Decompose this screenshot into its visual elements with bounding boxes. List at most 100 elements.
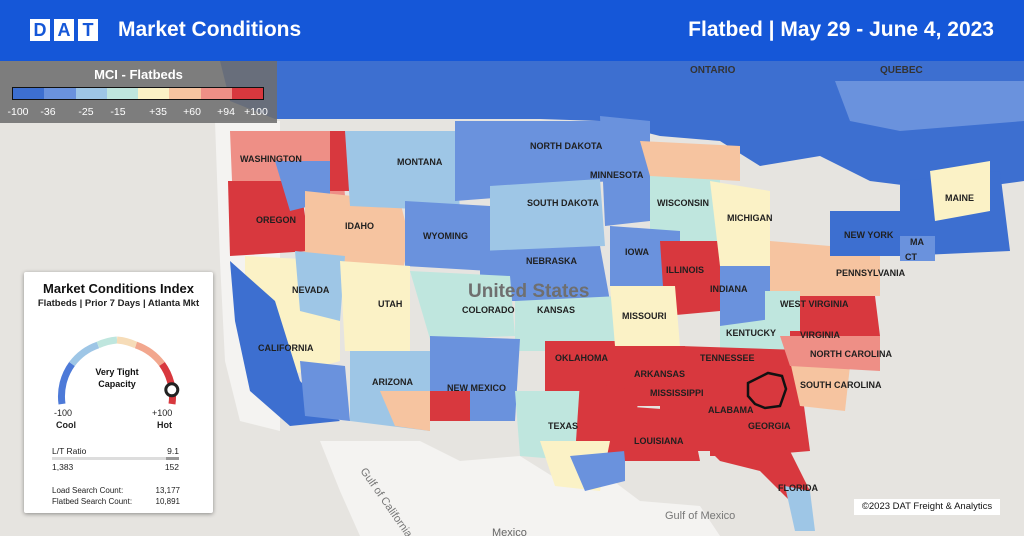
gauge-min: -100: [54, 408, 73, 418]
gauge-status-label: Very Tight Capacity: [95, 367, 139, 389]
legend-tick: +100: [244, 106, 268, 118]
legend-tick: -15: [110, 106, 126, 118]
label-ct: CT: [905, 252, 917, 262]
label-arkansas: ARKANSAS: [634, 369, 685, 379]
region-pennsylvania: [810, 256, 880, 296]
label-maine: MAINE: [945, 193, 974, 203]
region-michigan: [710, 181, 770, 271]
label-north-carolina: NORTH CAROLINA: [810, 349, 892, 359]
atlanta-market-outline: [746, 371, 788, 410]
label-michigan: MICHIGAN: [727, 213, 773, 223]
legend-swatch: [200, 88, 232, 99]
map-labels: ONTARIO QUEBEC WASHINGTON OREGON IDAHO M…: [240, 65, 974, 536]
flatbed-search-value: 10,891: [155, 497, 180, 506]
gauge-hot-label: Hot: [157, 420, 172, 430]
region-colorado: [410, 271, 515, 339]
label-west-virginia: WEST VIRGINIA: [780, 299, 849, 309]
legend-swatch: [231, 88, 263, 99]
lt-ratio-bar-fill: [166, 457, 179, 460]
legend-swatch: [13, 88, 45, 99]
legend-swatch: [138, 88, 170, 99]
label-new-york: NEW YORK: [844, 230, 894, 240]
lt-ratio-label: L/T Ratio: [52, 446, 87, 456]
region-louisiana: [620, 406, 700, 461]
mexico-land: [320, 441, 720, 536]
header-bar: D A T Market Conditions Flatbed | May 29…: [0, 0, 1024, 61]
label-new-mexico: NEW MEXICO: [447, 383, 506, 393]
load-search-value: 13,177: [155, 486, 180, 495]
region-nj-ma: [900, 236, 935, 261]
region-north-carolina: [780, 336, 880, 371]
market-conditions-card: Market Conditions Index Flatbeds | Prior…: [24, 272, 213, 513]
legend-swatch: [44, 88, 76, 99]
region-nd: [520, 121, 615, 186]
label-california: CALIFORNIA: [258, 343, 314, 353]
logo-letter-a: A: [54, 19, 74, 41]
label-iowa: IOWA: [625, 247, 649, 257]
gauge-arc-peach: [134, 341, 165, 367]
label-kentucky: KENTUCKY: [726, 328, 776, 338]
legend-title: MCI - Flatbeds: [94, 67, 183, 82]
label-quebec: QUEBEC: [880, 65, 923, 76]
region-kansas: [515, 296, 625, 351]
lt-trucks-count: 152: [164, 462, 179, 472]
region-west-virginia: [765, 291, 800, 331]
region-az-south: [380, 391, 430, 431]
legend-swatch: [75, 88, 107, 99]
legend-tick: -36: [40, 106, 56, 118]
load-search-label: Load Search Count:: [52, 486, 124, 495]
label-oregon: OREGON: [256, 215, 296, 225]
lt-ratio-value: 9.1: [167, 446, 179, 456]
copyright-notice: ©2023 DAT Freight & Analytics: [854, 499, 1000, 515]
region-nevada-north: [295, 251, 345, 321]
region-wisconsin: [650, 171, 720, 241]
region-california: [230, 261, 340, 426]
label-wyoming: WYOMING: [423, 231, 468, 241]
label-virginia: VIRGINIA: [800, 330, 841, 340]
region-georgia: [745, 371, 810, 456]
label-indiana: INDIANA: [710, 284, 748, 294]
legend-tick: -25: [78, 106, 94, 118]
region-south-carolina: [790, 361, 850, 411]
region-michigan-up: [640, 141, 740, 181]
gauge-max: +100: [152, 408, 173, 418]
label-ma: MA: [910, 237, 924, 247]
legend-color-scale: [12, 87, 264, 100]
canada-lightregion: [835, 81, 1024, 131]
region-texas-coast: [570, 451, 625, 491]
region-ca-south: [300, 361, 350, 421]
page-title: Market Conditions: [118, 18, 302, 41]
region-maine: [930, 161, 990, 221]
card-title: Market Conditions Index: [43, 281, 194, 296]
label-oklahoma: OKLAHOMA: [555, 353, 608, 363]
label-florida: FLORIDA: [778, 483, 818, 493]
capacity-gauge: [57, 336, 180, 405]
card-subtitle: Flatbeds | Prior 7 Days | Atlanta Mkt: [37, 298, 200, 309]
label-nevada: NEVADA: [292, 285, 330, 295]
label-united-states: United States: [468, 281, 589, 302]
label-georgia: GEORGIA: [748, 421, 791, 431]
region-florida: [710, 451, 810, 521]
legend-tick: -100: [7, 106, 29, 118]
label-texas: TEXAS: [548, 421, 578, 431]
label-wisconsin: WISCONSIN: [657, 198, 709, 208]
dat-logo: D A T: [30, 19, 98, 41]
label-montana: MONTANA: [397, 157, 443, 167]
region-nebraska: [480, 246, 610, 301]
label-gulf-of-mexico: Gulf of Mexico: [665, 510, 735, 522]
label-louisiana: LOUISIANA: [634, 436, 684, 446]
legend-tick: +94: [217, 106, 235, 118]
label-idaho: IDAHO: [345, 221, 374, 231]
region-virginia: [790, 296, 880, 336]
region-montana: [345, 131, 460, 211]
logo-letter-d: D: [30, 19, 50, 41]
label-pennsylvania: PENNSYLVANIA: [836, 268, 906, 278]
label-colorado: COLORADO: [462, 305, 515, 315]
gauge-needle-marker: [164, 382, 180, 398]
label-ontario: ONTARIO: [690, 65, 736, 76]
label-alabama: ALABAMA: [708, 405, 754, 415]
legend-swatch: [106, 88, 138, 99]
report-period: Flatbed | May 29 - June 4, 2023: [688, 18, 994, 41]
gauge-arc-neutral: [116, 336, 138, 349]
label-minnesota: MINNESOTA: [590, 170, 644, 180]
